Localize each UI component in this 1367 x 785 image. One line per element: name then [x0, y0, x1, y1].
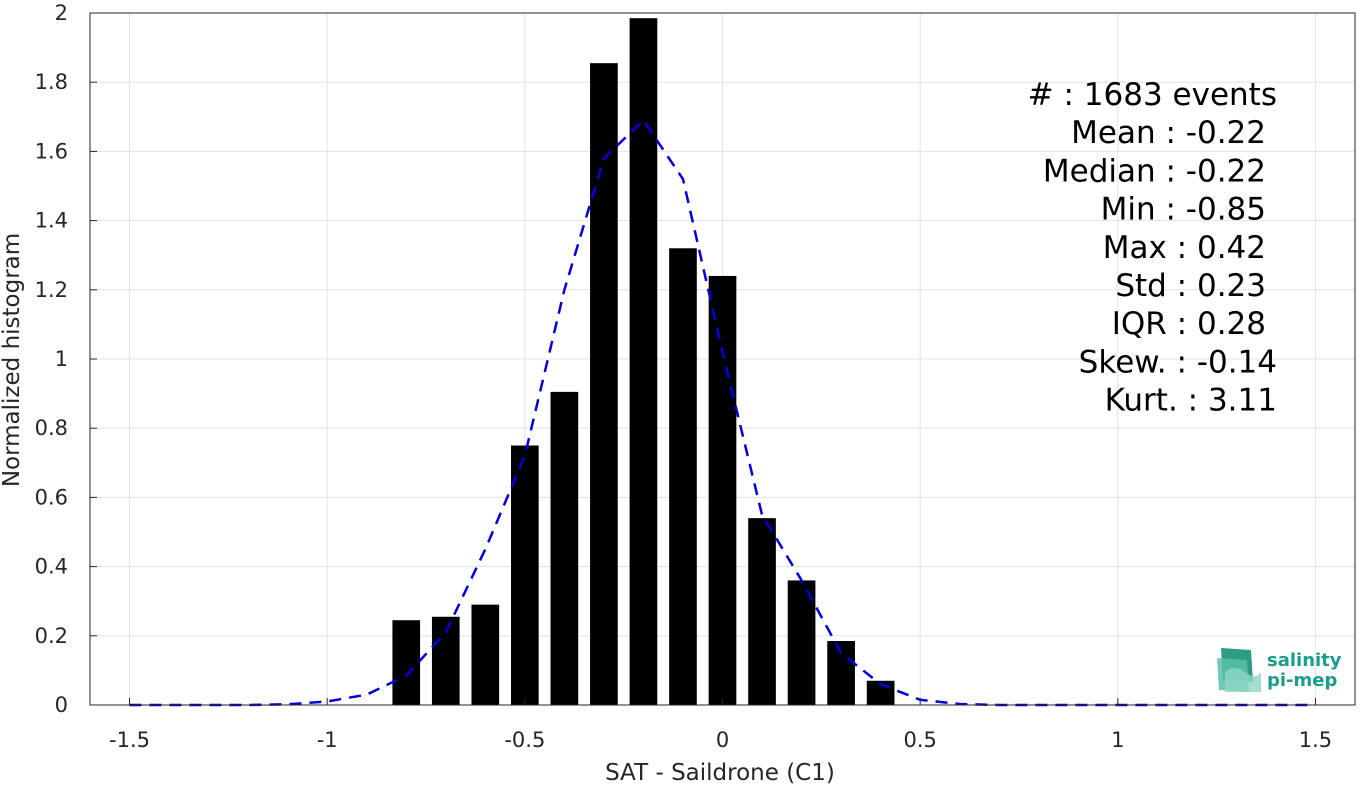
x-tick-label: -1 [317, 728, 338, 752]
histogram-bar [392, 620, 421, 705]
histogram-bar [748, 518, 776, 705]
y-tick-label: 0.8 [35, 416, 68, 440]
x-tick-label: -1.5 [109, 728, 150, 752]
x-tick-label: 1.5 [1299, 728, 1332, 752]
x-tick-label: 0 [716, 728, 729, 752]
y-tick-label: 0.4 [35, 555, 68, 579]
stat-line: Kurt. : 3.11 [1105, 383, 1277, 419]
stat-line: Skew. : -0.14 [1079, 344, 1277, 380]
stat-line: Median : -0.22 [1043, 153, 1266, 189]
histogram-bar [471, 604, 500, 705]
y-tick-label: 1.4 [35, 209, 68, 233]
y-tick-label: 1.6 [35, 139, 68, 163]
histogram-bar [708, 275, 737, 705]
stat-line: Mean : -0.22 [1071, 115, 1266, 151]
histogram-bar [669, 248, 697, 705]
logo-text-line2: pi-mep [1267, 670, 1337, 691]
stat-line: IQR : 0.28 [1112, 306, 1266, 342]
x-tick-label: 1 [1111, 728, 1124, 752]
logo-text-line1: salinity [1267, 650, 1342, 671]
axes: -1.5 -1 -0.5 0 0.5 1 1.5 0 0.2 0.4 0.6 0.8 1 1.2 1.4 1.… [35, 1, 1333, 752]
logo-wave-icon-3 [1225, 668, 1261, 692]
x-axis-label: SAT - Saildrone (C1) [605, 760, 835, 785]
y-tick-label: 1.2 [35, 278, 68, 302]
y-tick-label: 0 [55, 693, 68, 717]
histogram-bar [590, 63, 618, 706]
y-tick-label: 1 [55, 347, 68, 371]
histogram-bar [629, 18, 658, 705]
y-tick-label: 0.6 [35, 485, 68, 509]
bars [392, 18, 895, 706]
x-tick-label: -0.5 [504, 728, 545, 752]
stat-line: Min : -0.85 [1101, 192, 1266, 228]
x-tick-label: 0.5 [903, 728, 936, 752]
y-tick-label: 0.2 [35, 624, 68, 648]
y-axis-label: Normalized histogram [0, 233, 25, 487]
histogram-bar [511, 445, 539, 705]
y-tick-label: 1.8 [35, 70, 68, 94]
stat-line: Max : 0.42 [1103, 230, 1266, 266]
histogram-bar [550, 391, 579, 705]
logo: salinity pi-mep [1217, 648, 1342, 692]
stat-line: # : 1683 events [1028, 77, 1277, 113]
histogram-bar [787, 580, 816, 705]
y-tick-label: 2 [55, 1, 68, 25]
stat-line: Std : 0.23 [1115, 268, 1266, 304]
